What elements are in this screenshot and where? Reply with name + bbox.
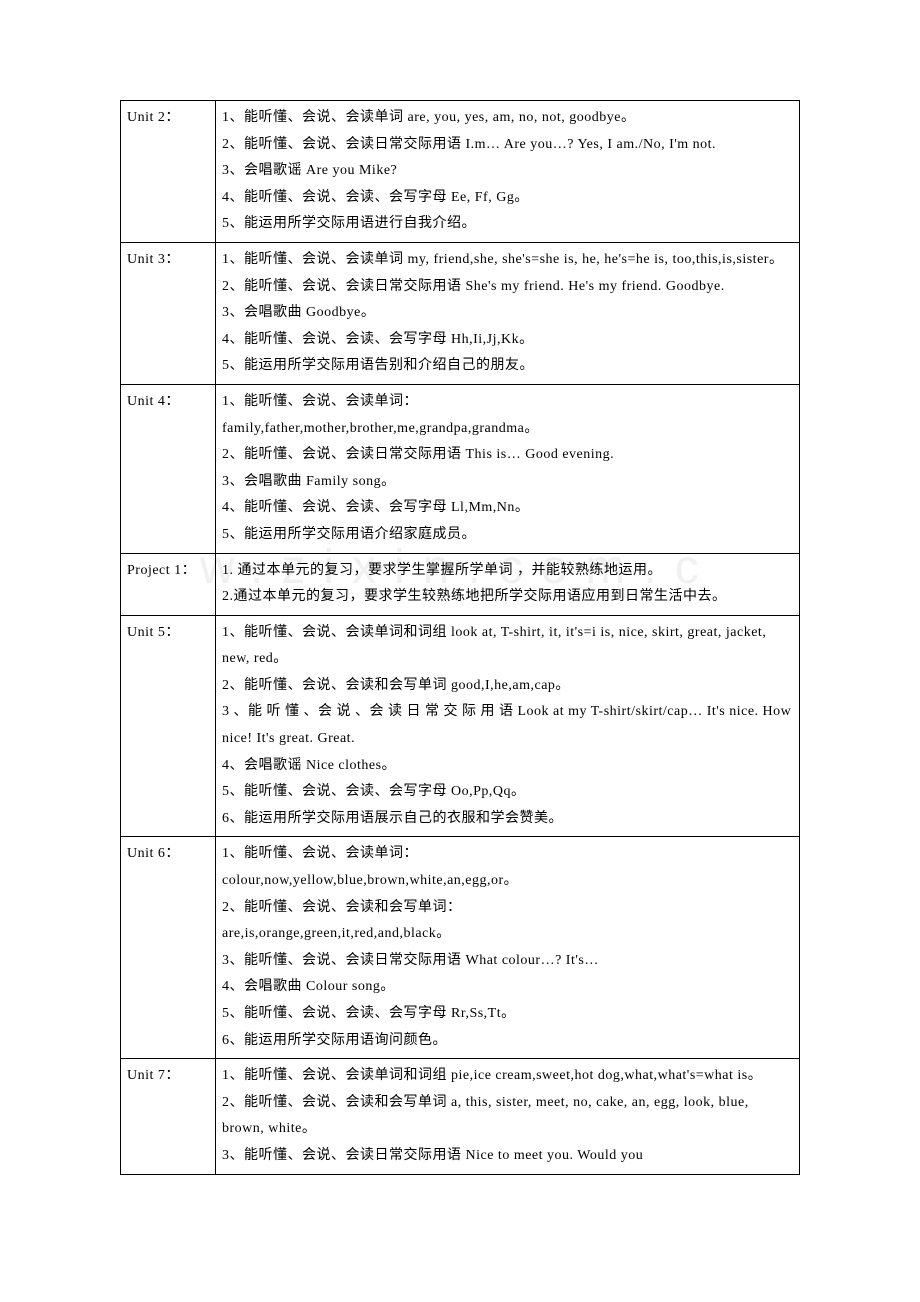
table-body: Unit 2：1、能听懂、会说、会读单词 are, you, yes, am, … [121,101,800,1175]
unit-cell: Unit 2： [121,101,216,243]
unit-cell: Unit 5： [121,615,216,837]
table-row: Unit 5：1、能听懂、会说、会读单词和词组 look at, T-shirt… [121,615,800,837]
content-cell: 1. 通过本单元的复习，要求学生掌握所学单词 ，并能较熟练地运用。2.通过本单元… [216,553,800,615]
unit-cell: Unit 3： [121,242,216,384]
table-row: Unit 7：1、能听懂、会说、会读单词和词组 pie,ice cream,sw… [121,1059,800,1174]
table-row: Unit 4：1、能听懂、会说、会读单词： family,father,moth… [121,384,800,553]
content-cell: 1、能听懂、会说、会读单词： family,father,mother,brot… [216,384,800,553]
unit-cell: Unit 6： [121,837,216,1059]
content-table: Unit 2：1、能听懂、会说、会读单词 are, you, yes, am, … [120,100,800,1175]
table-row: Unit 3：1、能听懂、会说、会读单词 my, friend,she, she… [121,242,800,384]
unit-cell: Project 1： [121,553,216,615]
content-cell: 1、能听懂、会说、会读单词和词组 pie,ice cream,sweet,hot… [216,1059,800,1174]
table-row: Unit 6：1、能听懂、会说、会读单词：colour,now,yellow,b… [121,837,800,1059]
content-cell: 1、能听懂、会说、会读单词：colour,now,yellow,blue,bro… [216,837,800,1059]
page-container: w.zixin.com.c Unit 2：1、能听懂、会说、会读单词 are, … [0,0,920,1235]
content-cell: 1、能听懂、会说、会读单词 my, friend,she, she's=she … [216,242,800,384]
unit-cell: Unit 4： [121,384,216,553]
table-row: Unit 2：1、能听懂、会说、会读单词 are, you, yes, am, … [121,101,800,243]
content-cell: 1、能听懂、会说、会读单词 are, you, yes, am, no, not… [216,101,800,243]
unit-cell: Unit 7： [121,1059,216,1174]
content-cell: 1、能听懂、会说、会读单词和词组 look at, T-shirt, it, i… [216,615,800,837]
table-row: Project 1：1. 通过本单元的复习，要求学生掌握所学单词 ，并能较熟练地… [121,553,800,615]
